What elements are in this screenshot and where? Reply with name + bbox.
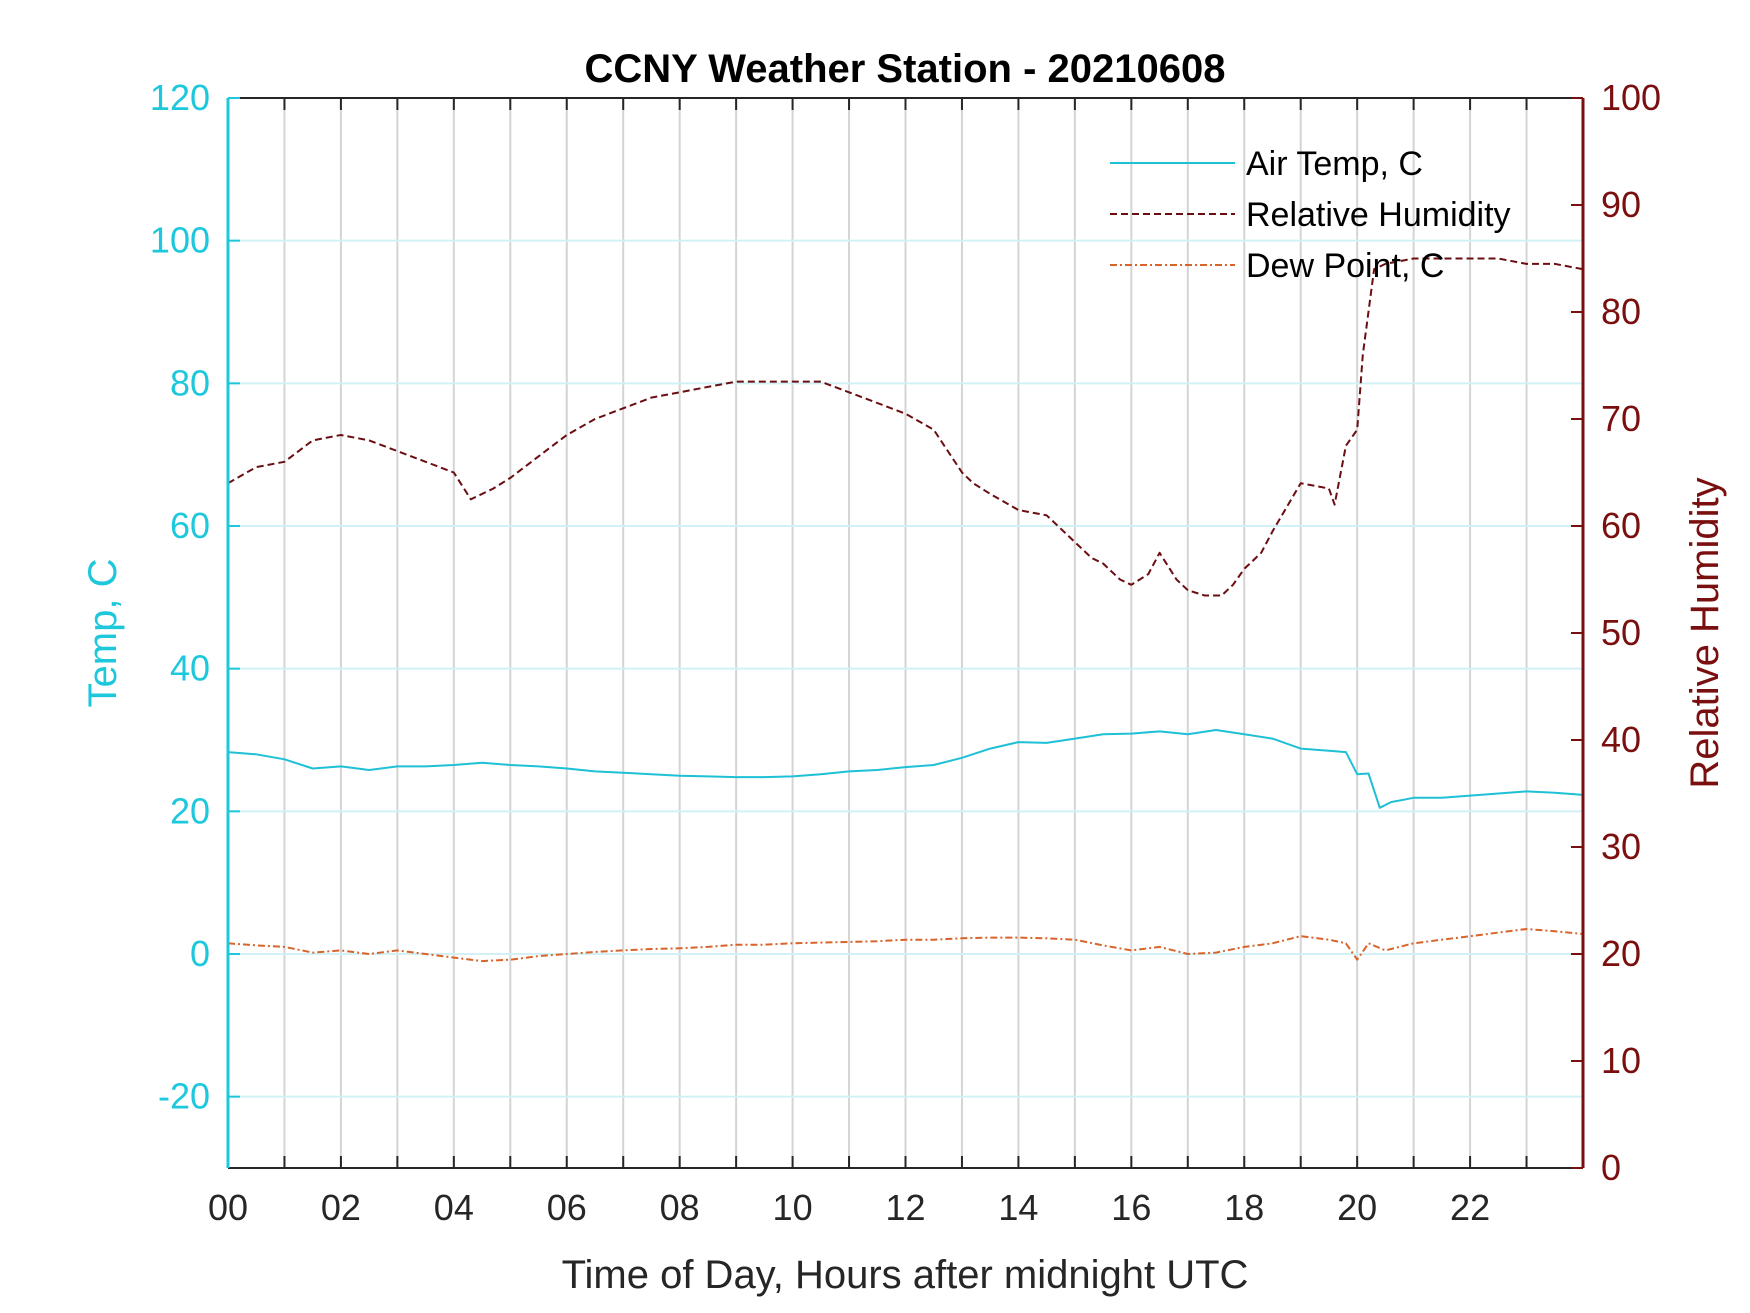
x-tick-label: 08 [660, 1187, 700, 1228]
y-right-tick-label: 70 [1601, 398, 1641, 439]
x-tick-label: 22 [1450, 1187, 1490, 1228]
y-right-tick-label: 100 [1601, 77, 1661, 118]
x-tick-label: 06 [547, 1187, 587, 1228]
series-line-3 [227, 928, 1584, 963]
y-right-tick-label: 30 [1601, 826, 1641, 867]
y-left-tick-label: -20 [158, 1076, 210, 1117]
x-tick-label: 04 [434, 1187, 474, 1228]
ticks-layer: 00 02 04 06 08 10 12 14 16 18 20 22-200204060801001… [150, 77, 1661, 1228]
series-line-2 [227, 257, 1584, 597]
y-right-tick-label: 0 [1601, 1147, 1621, 1188]
y-left-tick-label: 100 [150, 220, 210, 261]
y-left-tick-label: 40 [170, 648, 210, 689]
series-layer [227, 257, 1584, 963]
legend-label-3: Dew Point, C [1246, 247, 1444, 285]
y-axis-left-label: Temp, C [81, 559, 125, 708]
y-right-tick-label: 80 [1601, 291, 1641, 332]
y-right-tick-label: 90 [1601, 184, 1641, 225]
legend-label-2: Relative Humidity [1246, 196, 1511, 234]
x-tick-label: 12 [885, 1187, 925, 1228]
x-tick-label: 18 [1224, 1187, 1264, 1228]
series-line-1 [227, 729, 1584, 809]
y-left-tick-label: 20 [170, 790, 210, 831]
x-tick-label: 20 [1337, 1187, 1377, 1228]
x-axis-label: Time of Day, Hours after midnight UTC [562, 1253, 1249, 1297]
y-left-tick-label: 60 [170, 505, 210, 546]
y-right-tick-label: 20 [1601, 933, 1641, 974]
y-axis-right-label: Relative Humidity [1683, 477, 1727, 788]
x-tick-label: 10 [773, 1187, 813, 1228]
x-tick-label: 02 [321, 1187, 361, 1228]
chart-title: CCNY Weather Station - 20210608 [585, 47, 1226, 91]
x-tick-label: 16 [1111, 1187, 1151, 1228]
x-grid [283, 98, 1528, 1168]
x-tick-label: 14 [998, 1187, 1038, 1228]
y-right-tick-label: 60 [1601, 505, 1641, 546]
legend-label-1: Air Temp, C [1246, 145, 1423, 183]
y-right-tick-label: 50 [1601, 612, 1641, 653]
y-left-tick-label: 0 [190, 933, 210, 974]
y-grid [228, 239, 1583, 1098]
y-left-tick-label: 80 [170, 362, 210, 403]
legend: Air Temp, C Relative Humidity Dew Point, C [1110, 145, 1511, 285]
y-right-tick-label: 40 [1601, 719, 1641, 760]
y-right-tick-label: 10 [1601, 1040, 1641, 1081]
y-left-tick-label: 120 [150, 77, 210, 118]
x-tick-label: 00 [208, 1187, 248, 1228]
